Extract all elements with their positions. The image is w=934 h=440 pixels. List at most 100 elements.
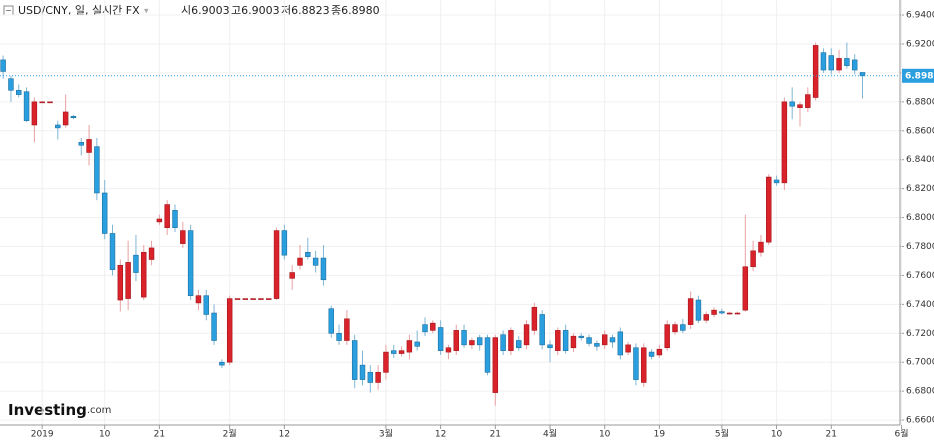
candle-body bbox=[500, 334, 506, 351]
candle-body bbox=[430, 322, 436, 331]
candle-body bbox=[766, 176, 772, 243]
y-tick-label: 6.8800 bbox=[906, 97, 934, 107]
candle-body bbox=[39, 101, 45, 104]
candle-body bbox=[547, 344, 553, 349]
candle-body bbox=[351, 340, 358, 380]
candle-body bbox=[633, 347, 639, 380]
candle-body bbox=[289, 272, 295, 279]
candle-body bbox=[516, 340, 522, 349]
candle-body bbox=[625, 344, 631, 353]
x-tick-label: 21 bbox=[826, 430, 837, 440]
candle-body bbox=[367, 372, 374, 383]
candle-body bbox=[734, 312, 741, 315]
x-tick-label: 19 bbox=[654, 430, 666, 440]
candle-body bbox=[336, 332, 342, 341]
candle-body bbox=[156, 218, 163, 223]
x-tick-label: 3월 bbox=[379, 428, 393, 440]
candle-body bbox=[94, 146, 100, 194]
y-tick-label: 6.8600 bbox=[906, 126, 934, 136]
symbol-title[interactable]: USD/CNY, 일, 실시간 FX bbox=[18, 3, 140, 17]
x-tick-label: 4월 bbox=[543, 428, 557, 440]
ohlc-value: 6.8980 bbox=[341, 4, 380, 17]
candle-body bbox=[437, 327, 444, 351]
candle-body bbox=[172, 210, 178, 228]
ohlc-label: 저 bbox=[281, 4, 291, 17]
candle-body bbox=[750, 250, 756, 268]
x-tick-label: 6월 bbox=[895, 428, 909, 440]
candle-body bbox=[820, 52, 827, 71]
candle-body bbox=[648, 351, 655, 357]
logo-brand: Investing bbox=[8, 401, 87, 419]
candle-body bbox=[414, 341, 420, 347]
candle-body bbox=[78, 142, 84, 146]
candle-body bbox=[484, 337, 491, 373]
candle-body bbox=[789, 101, 795, 107]
candle-body bbox=[469, 340, 475, 346]
candle-body bbox=[570, 335, 577, 349]
y-tick-label: 6.7800 bbox=[906, 242, 934, 252]
candle-body bbox=[539, 314, 545, 346]
candle-body bbox=[203, 295, 209, 315]
y-tick-label: 6.8000 bbox=[906, 213, 934, 223]
x-tick-label: 10 bbox=[599, 430, 611, 440]
y-tick-label: 6.9200 bbox=[906, 39, 934, 49]
candle-body bbox=[328, 308, 334, 334]
candle-body bbox=[406, 340, 413, 353]
candle-body bbox=[117, 264, 124, 301]
candle-body bbox=[781, 101, 788, 184]
candle-body bbox=[187, 230, 194, 296]
x-tick-label: 2019 bbox=[31, 430, 54, 440]
candle-body bbox=[398, 350, 405, 354]
x-tick-label: 5월 bbox=[715, 428, 729, 440]
candle-body bbox=[844, 58, 850, 66]
x-tick-label: 12 bbox=[435, 430, 446, 440]
y-tick-label: 6.8400 bbox=[906, 155, 934, 165]
candle-body bbox=[180, 230, 186, 244]
candle-body bbox=[476, 337, 483, 346]
candle-body bbox=[422, 324, 428, 333]
candle-body bbox=[851, 59, 858, 71]
candle-body bbox=[0, 59, 6, 72]
candle-body bbox=[711, 309, 717, 315]
candle-body bbox=[805, 94, 811, 108]
y-tick-label: 6.9400 bbox=[906, 11, 934, 21]
y-tick-label: 6.8200 bbox=[906, 184, 934, 194]
y-tick-label: 6.6600 bbox=[906, 416, 934, 426]
current-price-box bbox=[902, 68, 934, 83]
candle-body bbox=[672, 324, 678, 333]
candle-body bbox=[680, 324, 686, 331]
y-tick-label: 6.7400 bbox=[906, 300, 934, 310]
candle-body bbox=[47, 101, 53, 104]
candle-body bbox=[281, 230, 288, 256]
candle-body bbox=[742, 266, 749, 311]
candle-body bbox=[312, 257, 319, 266]
candle-body bbox=[62, 111, 69, 126]
candle-body bbox=[383, 351, 389, 373]
candle-body bbox=[508, 330, 514, 351]
x-tick-label: 10 bbox=[771, 430, 783, 440]
candle-body bbox=[31, 101, 38, 126]
ohlc-item: 저6.8823 bbox=[281, 4, 330, 17]
candle-body bbox=[133, 254, 139, 273]
candle-body bbox=[101, 192, 108, 234]
candle-body bbox=[297, 257, 303, 266]
candle-body bbox=[258, 298, 264, 300]
candle-body bbox=[125, 262, 131, 299]
candle-body bbox=[523, 324, 530, 346]
candle-body bbox=[148, 247, 155, 260]
candle-body bbox=[391, 350, 397, 354]
candle-body bbox=[55, 124, 61, 129]
ohlc-value: 6.9003 bbox=[241, 4, 280, 17]
candle-body bbox=[609, 337, 616, 343]
logo: Investing.com bbox=[8, 401, 111, 419]
candle-body bbox=[234, 298, 241, 300]
x-tick-label: 12 bbox=[279, 430, 290, 440]
candle-body bbox=[445, 347, 452, 353]
dropdown-arrow[interactable]: ▾ bbox=[144, 7, 149, 17]
candle-body bbox=[109, 233, 116, 270]
candle-body bbox=[23, 91, 30, 121]
candle-body bbox=[273, 230, 280, 299]
ohlc-readout: 시6.9003 고6.9003 저6.8823 종6.8980 bbox=[181, 4, 380, 17]
candle-body bbox=[211, 312, 217, 341]
